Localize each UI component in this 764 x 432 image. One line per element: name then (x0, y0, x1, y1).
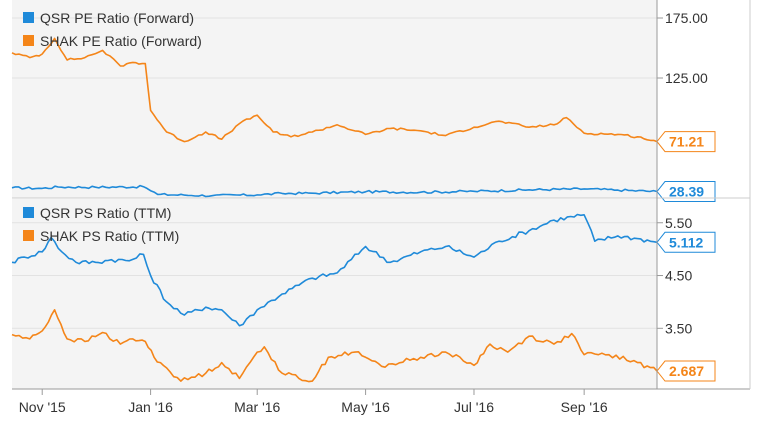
plot-area (12, 0, 657, 198)
x-tick-label: Jan '16 (128, 399, 173, 415)
value-callout-text: 71.21 (669, 134, 704, 150)
legend-swatch-shak-ps (23, 230, 34, 241)
current-value-labels: 28.39 71.21 (656, 131, 716, 203)
qsr-ps-ratio-ttm-current-value: 5.112 (656, 231, 716, 253)
horizontal-gridlines (12, 222, 657, 329)
horizontal-gridlines (12, 17, 657, 79)
legend-label-qsr-ps: QSR PS Ratio (TTM) (40, 205, 171, 221)
y-axis-ticks: 5.50 4.50 3.50 (657, 215, 692, 336)
x-tick-label: May '16 (341, 399, 390, 415)
y-tick-label: 4.50 (665, 268, 692, 284)
qsr-ps-ratio-ttm-line (11, 213, 658, 327)
x-tick-label: Jul '16 (454, 399, 494, 415)
legend-label-shak-pe: SHAK PE Ratio (Forward) (40, 33, 202, 49)
x-tick-label: Nov '15 (19, 399, 66, 415)
shak-ps-ratio-ttm-current-value: 2.687 (656, 360, 716, 382)
x-axis-ticks: Nov '15 Jan '16 Mar '16 May '16 Jul '16 Sep '… (19, 389, 608, 415)
qsr-pe-ratio-forward-current-value: 28.39 (656, 181, 716, 203)
pe-ratio-panel: 175.00 125.00 28.39 71.21 QSR PE Ratio (Fo… (11, 0, 716, 203)
legend-swatch-qsr-ps (23, 207, 34, 218)
qsr-pe-ratio-forward-line (11, 184, 658, 198)
y-tick-label: 3.50 (665, 320, 692, 336)
value-callout-text: 5.112 (669, 234, 703, 250)
value-callout-box (656, 231, 716, 253)
value-callout-text: 28.39 (669, 184, 704, 200)
legend-label-shak-ps: SHAK PS Ratio (TTM) (40, 228, 179, 244)
value-callout-text: 2.687 (669, 363, 704, 379)
shak-ps-ratio-ttm-line (11, 308, 658, 383)
series-lines (11, 37, 658, 198)
shak-pe-ratio-forward-current-value: 71.21 (656, 131, 716, 153)
value-callout-box (656, 131, 716, 153)
legend-swatch-shak-pe (23, 35, 34, 46)
y-tick-label: 5.50 (665, 215, 692, 231)
y-tick-label: 125.00 (665, 70, 708, 86)
legend: QSR PE Ratio (Forward) SHAK PE Ratio (Fo… (23, 10, 202, 49)
legend-label-qsr-pe: QSR PE Ratio (Forward) (40, 10, 194, 26)
ps-ratio-panel: 5.50 4.50 3.50 5.112 2.687 QSR PS Ratio (TT… (11, 199, 716, 389)
value-callout-box (656, 181, 716, 203)
value-callout-box (656, 360, 716, 382)
x-tick-label: Sep '16 (561, 399, 608, 415)
series-lines (11, 213, 658, 383)
x-tick-label: Mar '16 (234, 399, 280, 415)
legend-swatch-qsr-pe (23, 12, 34, 23)
current-value-labels: 5.112 2.687 (656, 231, 716, 382)
shak-pe-ratio-forward-line (11, 37, 658, 143)
legend: QSR PS Ratio (TTM) SHAK PS Ratio (TTM) (23, 205, 179, 244)
y-tick-label: 175.00 (665, 10, 708, 26)
y-axis-ticks: 175.00 125.00 (657, 10, 708, 86)
